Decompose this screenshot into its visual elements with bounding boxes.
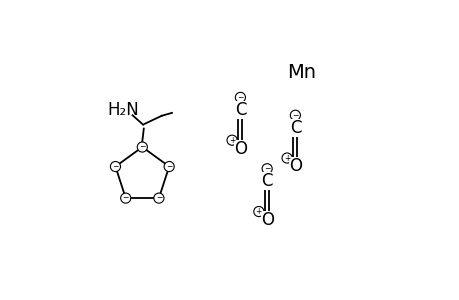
Text: −: − — [112, 162, 118, 171]
Text: O: O — [233, 140, 246, 158]
Circle shape — [110, 161, 120, 172]
Circle shape — [164, 161, 174, 172]
Text: +: + — [283, 154, 290, 163]
Text: −: − — [166, 162, 172, 171]
Text: −: − — [291, 111, 298, 120]
Circle shape — [120, 193, 130, 203]
Text: −: − — [263, 164, 270, 173]
Text: −: − — [156, 194, 162, 202]
Circle shape — [153, 193, 163, 203]
Text: −: − — [122, 194, 129, 202]
Text: −: − — [139, 142, 145, 152]
Text: Mn: Mn — [286, 63, 315, 82]
Text: −: − — [237, 93, 243, 102]
Text: O: O — [260, 211, 273, 229]
Text: +: + — [255, 207, 262, 216]
Text: +: + — [229, 136, 235, 145]
Text: O: O — [288, 157, 301, 175]
Text: C: C — [234, 101, 246, 119]
Text: C: C — [261, 172, 272, 190]
Circle shape — [137, 142, 147, 152]
Text: C: C — [289, 119, 301, 137]
Text: H₂N: H₂N — [107, 101, 139, 119]
